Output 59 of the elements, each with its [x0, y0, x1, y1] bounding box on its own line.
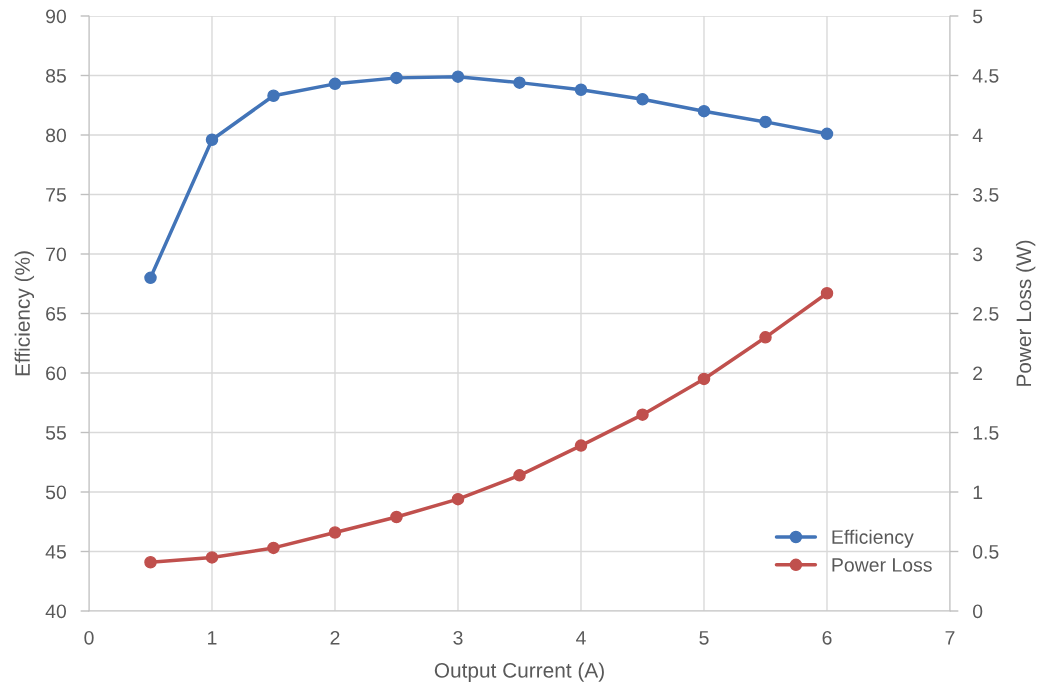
- point: [759, 331, 772, 344]
- y-tick-label: 85: [46, 68, 66, 83]
- point: [574, 83, 588, 97]
- y2-tick-label: 3.5: [972, 187, 999, 202]
- x-tick-label: 0: [84, 630, 94, 645]
- y-tick-label: 45: [45, 545, 66, 559]
- x-axis-title: Output Current (A): [434, 662, 604, 682]
- y2-tick-label: 2.5: [973, 306, 999, 321]
- point: [820, 287, 834, 300]
- y2-tick-label: 4.5: [972, 69, 999, 83]
- y2-tick-label: 0.5: [972, 544, 999, 559]
- point: [451, 70, 465, 83]
- x-tick-label: 7: [945, 631, 955, 645]
- x-tick-label: 4: [576, 631, 586, 645]
- y2-tick-label: 2: [973, 366, 983, 381]
- point: [144, 271, 157, 285]
- point: [205, 133, 219, 147]
- point: [574, 439, 588, 452]
- point: [205, 551, 219, 564]
- y-tick-label: 80: [46, 128, 67, 143]
- y-tick-label: 60: [46, 366, 67, 381]
- y-tick-label: 50: [45, 485, 67, 500]
- y-tick-label: 75: [46, 188, 66, 202]
- point: [328, 77, 342, 91]
- point: [513, 469, 526, 482]
- point: [390, 510, 403, 524]
- point: [267, 89, 280, 102]
- x-tick-label: 6: [822, 630, 832, 645]
- point: [636, 408, 649, 421]
- point: [697, 104, 711, 118]
- y2-tick-label: 1.5: [973, 426, 999, 440]
- point: [144, 555, 157, 569]
- y-tick-label: 65: [46, 306, 66, 321]
- y2-tick-label: 3: [972, 247, 983, 262]
- legend-label: Power Loss: [832, 558, 932, 572]
- point: [451, 492, 465, 506]
- y2-tick-label: 0: [972, 604, 983, 619]
- point: [328, 526, 342, 539]
- y-tick-label: 70: [46, 247, 67, 262]
- legend-label: Efficiency: [832, 529, 914, 548]
- point: [697, 372, 711, 386]
- x-tick-label: 5: [699, 631, 709, 645]
- point: [636, 93, 649, 106]
- point: [759, 115, 772, 129]
- y2-axis-title: Power Loss (W): [1015, 240, 1036, 386]
- y-axis-title: Efficiency (%): [14, 251, 35, 376]
- x-tick-label: 2: [330, 630, 340, 645]
- point: [820, 127, 834, 141]
- y-tick-label: 40: [45, 604, 67, 619]
- y2-tick-label: 1: [973, 485, 983, 500]
- point: [390, 71, 403, 85]
- point: [267, 541, 280, 555]
- x-tick-label: 1: [208, 631, 217, 645]
- y2-tick-label: 4: [972, 128, 983, 143]
- y2-tick-label: 5: [973, 9, 983, 24]
- point: [513, 76, 526, 89]
- y-tick-label: 55: [45, 426, 66, 440]
- x-tick-label: 3: [453, 630, 463, 645]
- y-tick-label: 90: [46, 9, 67, 24]
